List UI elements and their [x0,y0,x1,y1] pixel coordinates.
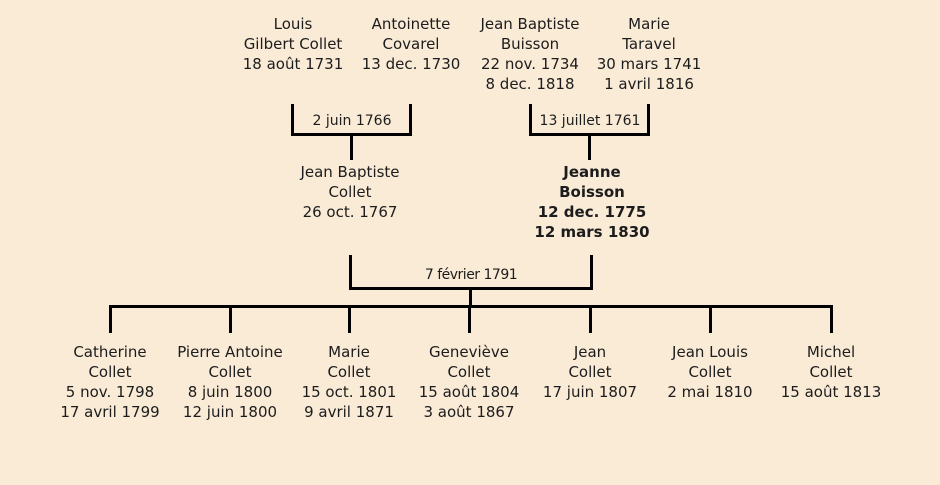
person-pierre-antoine-collet: Pierre Antoine Collet 8 juin 1800 12 jui… [150,342,310,422]
person-genevieve-collet: Geneviève Collet 15 août 1804 3 août 186… [389,342,549,422]
birth-date: 12 dec. 1775 [537,203,647,221]
person-surname: Collet [568,363,612,381]
person-surname: Collet [88,363,132,381]
child-drop-line [109,305,112,333]
connector-line [529,104,532,136]
death-date: 17 avril 1799 [60,403,160,421]
birth-date: 22 nov. 1734 [481,55,579,73]
birth-date: 30 mars 1741 [596,55,702,73]
birth-date: 26 oct. 1767 [302,203,398,221]
person-surname: Collet [447,363,491,381]
person-surname: Gilbert Collet [243,35,343,53]
person-surname: Collet [208,363,252,381]
person-surname: Collet [328,183,372,201]
person-name: Louis [273,15,313,33]
child-drop-line [229,305,232,333]
death-date: 12 mars 1830 [534,223,650,241]
person-surname: Covarel [382,35,440,53]
person-surname: Taravel [622,35,676,53]
person-name: Jean Louis [672,343,748,361]
marriage-date-label: 13 juillet 1761 [539,113,641,129]
person-jean-baptiste-collet: Jean Baptiste Collet 26 oct. 1767 [270,162,430,222]
child-drop-line [589,305,592,333]
birth-date: 18 août 1731 [242,55,344,73]
person-name: Pierre Antoine [177,343,283,361]
person-surname: Collet [688,363,732,381]
person-name: Jean [573,343,607,361]
child-drop-line [709,305,712,333]
sibling-rail-line [109,305,833,308]
person-name: Geneviève [429,343,509,361]
death-date: 1 avril 1816 [604,75,694,93]
person-jean-collet: Jean Collet 17 juin 1807 [510,342,670,402]
person-surname: Collet [809,363,853,381]
birth-date: 8 juin 1800 [187,383,273,401]
person-jean-baptiste-buisson: Jean Baptiste Buisson 22 nov. 1734 8 dec… [450,14,610,94]
connector-line [647,104,650,136]
birth-date: 15 août 1804 [418,383,520,401]
marriage-bracket-line [349,287,593,290]
descent-line [350,136,353,160]
person-surname: Buisson [500,35,560,53]
person-louis-gilbert-collet: Louis Gilbert Collet 18 août 1731 [213,14,373,74]
person-name: Catherine [73,343,147,361]
person-jeanne-boisson: Jeanne Boisson 12 dec. 1775 12 mars 1830 [512,162,672,242]
death-date: 9 avril 1871 [304,403,394,421]
person-michel-collet: Michel Collet 15 août 1813 [751,342,911,402]
person-surname: Collet [327,363,371,381]
birth-date: 15 août 1813 [780,383,882,401]
person-name: Jeanne [563,163,621,181]
child-drop-line [830,305,833,333]
person-jean-louis-collet: Jean Louis Collet 2 mai 1810 [630,342,790,402]
birth-date: 17 juin 1807 [542,383,638,401]
death-date: 3 août 1867 [423,403,515,421]
person-name: Marie [328,343,370,361]
child-drop-line [468,305,471,333]
marriage-bracket-line [291,133,412,136]
descent-line [588,136,591,160]
birth-date: 5 nov. 1798 [65,383,155,401]
connector-line [409,104,412,136]
birth-date: 2 mai 1810 [667,383,753,401]
person-name: Jean Baptiste [480,15,580,33]
death-date: 8 dec. 1818 [485,75,575,93]
marriage-bracket-line [529,133,650,136]
birth-date: 15 oct. 1801 [301,383,397,401]
person-name: Michel [806,343,856,361]
person-name: Antoinette [371,15,451,33]
person-name: Jean Baptiste [300,163,400,181]
connector-line [291,104,294,136]
person-antoinette-covarel: Antoinette Covarel 13 dec. 1730 [331,14,491,74]
person-surname: Boisson [559,183,625,201]
person-name: Marie [628,15,670,33]
connector-line [590,255,593,290]
connector-line [349,255,352,290]
descent-line [469,290,472,305]
death-date: 12 juin 1800 [182,403,278,421]
person-marie-taravel: Marie Taravel 30 mars 1741 1 avril 1816 [569,14,729,94]
child-drop-line [348,305,351,333]
marriage-date-label: 7 février 1791 [424,267,518,283]
person-marie-collet: Marie Collet 15 oct. 1801 9 avril 1871 [269,342,429,422]
birth-date: 13 dec. 1730 [361,55,461,73]
marriage-date-label: 2 juin 1766 [312,113,392,129]
person-catherine-collet: Catherine Collet 5 nov. 1798 17 avril 17… [30,342,190,422]
